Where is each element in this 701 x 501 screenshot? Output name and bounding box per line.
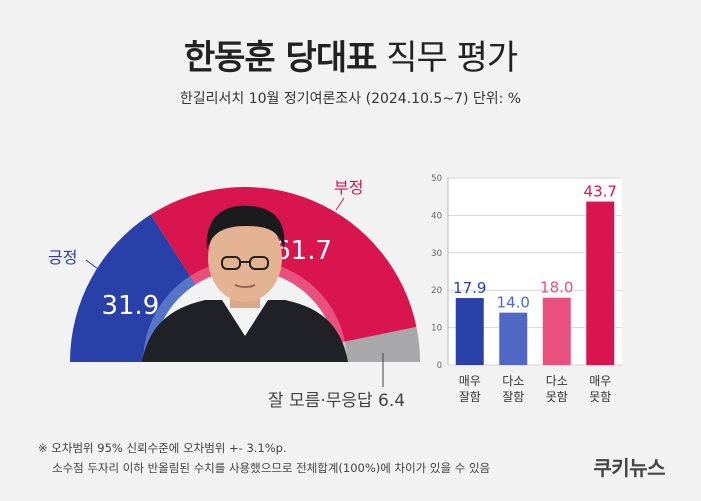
y-tick-label: 40	[431, 211, 442, 221]
bar	[586, 201, 615, 365]
bar	[455, 298, 484, 365]
pie-slice-inner-band-negative	[190, 260, 345, 344]
person-portrait-icon	[142, 205, 348, 362]
slice-label-positive: 긍정	[48, 248, 77, 267]
slice-value-positive: 31.9	[101, 291, 159, 321]
x-category-label: 못함	[589, 390, 611, 404]
x-category-label: 매우	[459, 374, 481, 388]
bar-value-label: 43.7	[584, 183, 617, 201]
x-category-label: 잘함	[502, 390, 524, 404]
chart-title: 한동훈 당대표 직무 평가	[0, 30, 701, 79]
x-category-label: 매우	[589, 374, 611, 388]
y-tick-label: 50	[431, 174, 442, 184]
x-category-label: 다소	[546, 374, 568, 388]
bar-value-label: 17.9	[453, 279, 486, 297]
portrait-hair	[206, 205, 285, 250]
footnote-line-1: ※ 오차범위 95% 신뢰수준에 오차범위 +- 3.1%p.	[38, 441, 287, 455]
portrait-mouth	[234, 284, 256, 288]
y-tick-label: 20	[431, 286, 442, 296]
bar	[542, 297, 571, 365]
chart-title-light: 직무 평가	[386, 38, 518, 78]
slice-label-negative: 부정	[334, 178, 363, 197]
portrait-face	[208, 214, 282, 302]
chart-subtitle: 한길리서치 10월 정기여론조사 (2024.10.5~7) 단위: %	[179, 91, 522, 107]
y-tick-label: 0	[437, 361, 442, 371]
portrait-shirt	[222, 300, 268, 336]
x-category-label: 못함	[546, 390, 568, 404]
y-tick-label: 30	[431, 249, 442, 259]
bar	[499, 312, 528, 365]
leader-line-positive	[85, 259, 103, 273]
leader-line-negative	[335, 197, 345, 211]
x-category-label: 다소	[502, 374, 524, 388]
bar-value-label: 14.0	[497, 294, 530, 312]
x-category-label: 잘함	[459, 390, 481, 404]
pie-slice-unknown	[335, 327, 420, 362]
footnote-line-2: 소수점 두자리 이하 반올림된 수치를 사용했으므로 전체합계(100%)에 차…	[52, 461, 491, 475]
brand-logo: 쿠키뉴스	[593, 456, 665, 480]
chart-title-bold: 한동훈 당대표	[183, 38, 378, 78]
bar-value-label: 18.0	[540, 279, 573, 297]
y-tick-label: 10	[431, 324, 442, 334]
pie-slice-positive	[70, 214, 196, 362]
slice-label-unknown: 잘 모름·무응답 6.4	[268, 391, 405, 411]
